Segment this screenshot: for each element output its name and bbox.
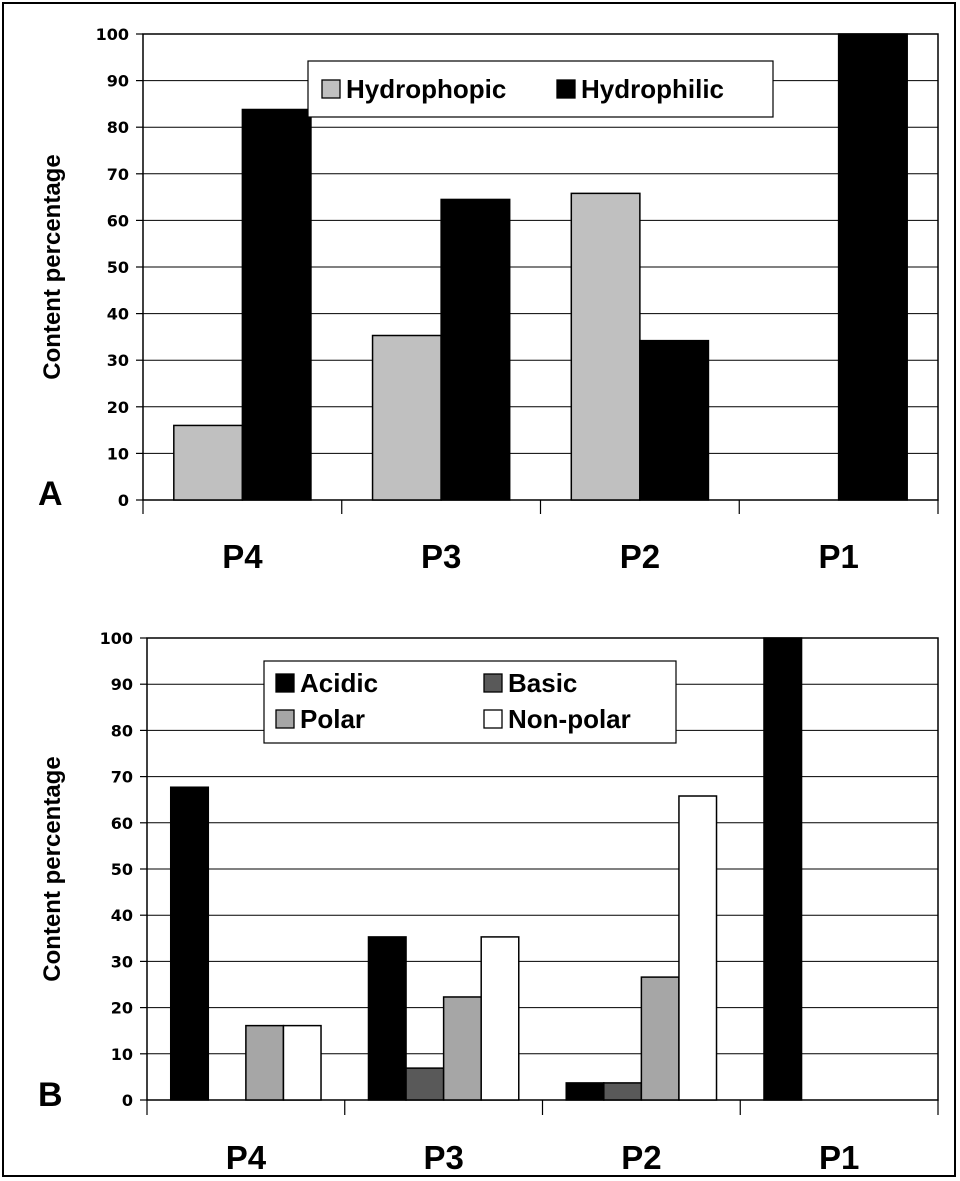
- bar-acidic-p1: [763, 637, 803, 1101]
- bar-hydrophilic-p2: [639, 339, 710, 501]
- bar-hydrophilic-p4: [241, 108, 312, 501]
- bar-hydrophopic-p3: [371, 334, 442, 501]
- y-tick-label: 60: [111, 814, 133, 833]
- y-tick-label: 10: [111, 1045, 133, 1064]
- legend-swatch: [321, 79, 341, 99]
- x-category-label: P1: [819, 1139, 859, 1175]
- legend-box: [263, 660, 677, 744]
- bar-hydrophopic-p2: [570, 192, 641, 501]
- legend-swatch: [556, 79, 576, 99]
- bar-polar-p3: [442, 996, 482, 1101]
- x-category-label: P3: [421, 538, 461, 575]
- legend: Acidic Basic Polar Non-polar: [263, 660, 677, 744]
- y-tick-label: 70: [107, 165, 129, 184]
- legend-box: [307, 60, 774, 118]
- panel-label: B: [38, 1076, 63, 1114]
- x-category-label: P2: [621, 1139, 661, 1175]
- bar-basic-p3: [405, 1067, 445, 1101]
- panel-label: A: [38, 475, 63, 513]
- y-tick-label: 100: [100, 629, 133, 648]
- y-tick-label: 30: [107, 351, 129, 370]
- bar-non-polar-p4: [282, 1024, 322, 1101]
- bar-non-polar-p2: [678, 795, 718, 1101]
- y-tick-label: 0: [122, 1091, 133, 1110]
- legend-label: Polar: [300, 704, 365, 734]
- legend: Hydrophopic Hydrophilic: [307, 60, 774, 118]
- legend-label: Acidic: [300, 668, 378, 698]
- y-tick-label: 40: [111, 906, 133, 925]
- y-tick-label: 40: [107, 305, 129, 324]
- legend-swatch: [483, 709, 503, 729]
- legend-label: Basic: [508, 668, 577, 698]
- y-tick-label: 90: [107, 72, 129, 91]
- x-category-label: P3: [423, 1139, 463, 1175]
- y-axis-label: Content percentage: [39, 756, 66, 981]
- bar-hydrophilic-p3: [440, 198, 511, 501]
- x-category-label: P4: [226, 1139, 267, 1175]
- y-tick-label: 20: [111, 999, 133, 1018]
- x-category-label: P2: [620, 538, 660, 575]
- chart-panel-b: 0 10 20 30 40 50 60 70 80 90 100 P4 P3 P2 P1 Content pe…: [38, 629, 939, 1175]
- legend-swatch: [483, 673, 503, 693]
- bar-acidic-p2: [565, 1082, 605, 1101]
- chart-panel-a: 0 10 20 30 40 50 60 70 80 90 100 P4 P3 P2 P1 Content pe…: [38, 25, 939, 575]
- legend-label: Non-polar: [508, 704, 631, 734]
- y-tick-label: 100: [96, 25, 129, 44]
- bar-basic-p2: [603, 1082, 643, 1101]
- y-tick-label: 80: [111, 721, 133, 740]
- legend-swatch: [275, 709, 295, 729]
- legend-swatch: [275, 673, 295, 693]
- bar-polar-p4: [245, 1024, 285, 1101]
- x-category-label: P4: [222, 538, 263, 575]
- bar-non-polar-p3: [480, 936, 520, 1101]
- y-tick-label: 90: [111, 675, 133, 694]
- y-tick-label: 10: [107, 444, 129, 463]
- x-category-label: P1: [818, 538, 858, 575]
- y-tick-label: 70: [111, 768, 133, 787]
- y-tick-label: 60: [107, 211, 129, 230]
- y-tick-label: 80: [107, 118, 129, 137]
- legend-label: Hydrophopic: [346, 74, 506, 104]
- bar-acidic-p4: [169, 786, 210, 1101]
- bar-polar-p2: [640, 976, 680, 1101]
- y-tick-label: 20: [107, 398, 129, 417]
- bar-acidic-p3: [367, 936, 407, 1101]
- bar-hydrophopic-p4: [173, 424, 244, 501]
- y-tick-label: 30: [111, 952, 133, 971]
- y-tick-label: 0: [118, 491, 129, 510]
- bar-hydrophilic-p1: [837, 33, 908, 501]
- y-tick-label: 50: [107, 258, 129, 277]
- y-tick-label: 50: [111, 860, 133, 879]
- legend-label: Hydrophilic: [581, 74, 724, 104]
- y-axis-label: Content percentage: [39, 154, 66, 379]
